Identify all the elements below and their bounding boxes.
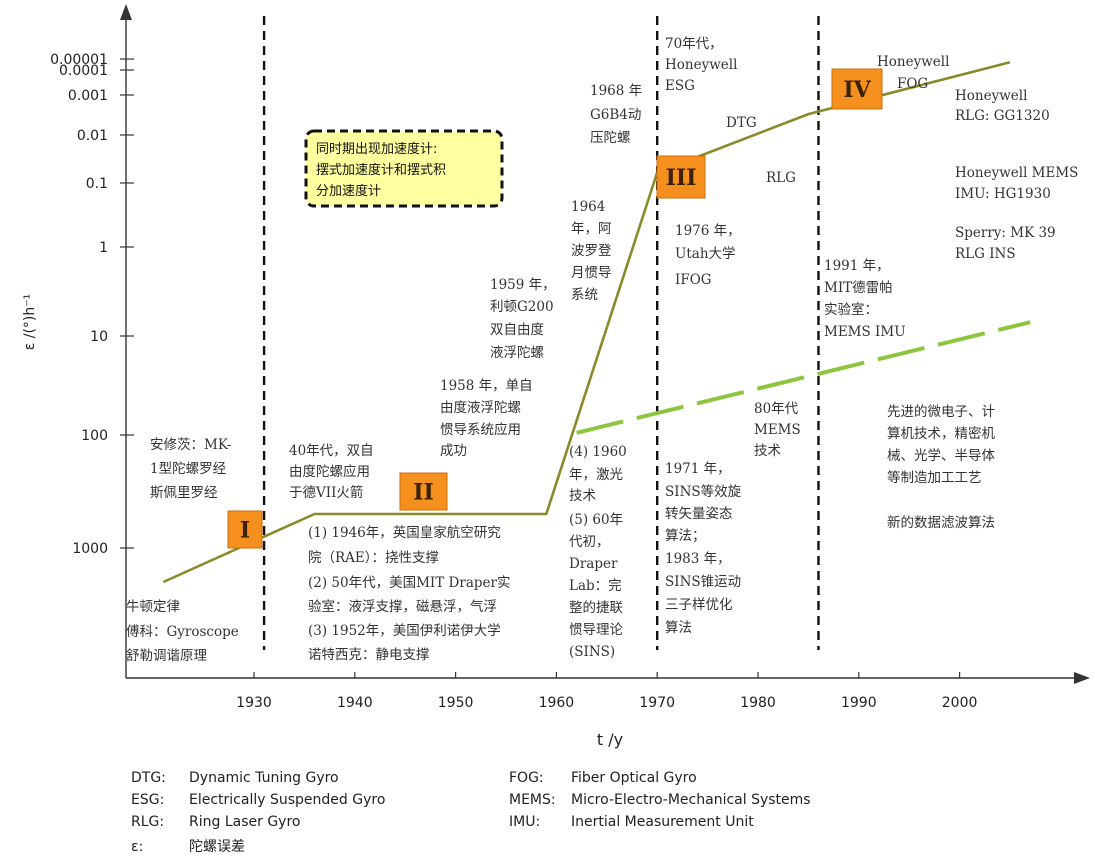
annotation-laser-sins: (4) 1960 年，激光 技术 (5) 60年 代初， Draper Lab：… xyxy=(569,444,631,660)
y-tick-label: 10 xyxy=(90,329,108,345)
annotation-rlg: RLG xyxy=(766,170,796,186)
legend-item: IMU: Inertial Measurement Unit xyxy=(509,814,754,830)
annotation-1959: 1959 年， 利顿G200 双自由度 液浮陀螺 xyxy=(490,277,560,361)
axes xyxy=(125,14,1076,679)
legend-item: DTG: Dynamic Tuning Gyro xyxy=(131,770,339,786)
annotation-sperry: Sperry: MK 39 RLG INS xyxy=(955,225,1060,262)
gyro-accuracy-line xyxy=(162,61,1011,584)
era-marker-label: IV xyxy=(843,77,871,103)
era-marker-label: II xyxy=(413,480,434,506)
callout-line: 摆式加速度计和摆式积 xyxy=(316,162,446,178)
era-marker-box xyxy=(656,155,706,199)
era-marker-label: III xyxy=(666,165,697,191)
era-marker-label: I xyxy=(240,518,250,544)
annotation-filter: 新的数据滤波算法 xyxy=(887,515,995,531)
mems-trend-line xyxy=(576,320,1031,435)
annotation-era2-list: (1) 1946年，英国皇家航空研究 院（RAE）：挠性支撑 (2) 50年代，… xyxy=(308,524,515,663)
x-tick-label: 1950 xyxy=(438,695,474,711)
annotation-1940s: 40年代，双自 由度陀螺应用 于德VII火箭 xyxy=(289,443,378,501)
y-tick-label: 0.01 xyxy=(77,128,108,144)
y-tick-label: 100 xyxy=(81,428,108,444)
annotation-1971: 1971 年， SINS等效旋 转矢量姿态 算法； 1983 年， SINS锥运… xyxy=(665,461,745,636)
x-ticks: 1930 1940 1950 1960 1970 1980 1990 2000 xyxy=(236,672,977,711)
y-tick-label: 1 xyxy=(99,240,108,256)
callout-box xyxy=(304,129,504,208)
era-marker-box xyxy=(399,472,448,511)
legend-item: ε: 陀螺误差 xyxy=(131,839,245,855)
legend-item: MEMS: Micro-Electro-Mechanical Systems xyxy=(509,792,811,808)
annotation-honeywell-fog: Honeywell FOG xyxy=(877,54,954,92)
y-tick-label: 0.00001 xyxy=(50,52,108,68)
annotation-1980s-mems: 80年代 MEMS 技术 xyxy=(754,401,805,459)
annotation-advanced-tech: 先进的微电子、计 算机技术，精密机 械、光学、半导体 等制造加工工艺 xyxy=(887,404,999,486)
legend-item: FOG: Fiber Optical Gyro xyxy=(509,770,697,786)
callout-line: 同时期出现加速度计: xyxy=(316,141,437,157)
y-tick-label: 0.001 xyxy=(68,88,108,104)
x-tick-label: 1980 xyxy=(740,695,776,711)
annotation-1970s-esg: 70年代， Honeywell ESG xyxy=(665,36,742,94)
x-tick-label: 1970 xyxy=(639,695,675,711)
x-axis-label: t /y xyxy=(597,730,623,749)
annotation-1991: 1991 年， MIT德雷帕 实验室： MEMS IMU xyxy=(824,258,906,340)
annotation-dtg: DTG xyxy=(726,115,757,131)
era-marker-box xyxy=(831,68,883,110)
y-tick-label: 0.1 xyxy=(86,176,108,192)
annotation-honeywell-rlg: Honeywell RLG: GG1320 xyxy=(955,88,1050,124)
accelerometer-callout: 同时期出现加速度计: 摆式加速度计和摆式积 分加速度计 xyxy=(304,129,504,208)
x-tick-label: 2000 xyxy=(942,695,978,711)
x-tick-label: 1940 xyxy=(337,695,373,711)
y-tick-label: 1000 xyxy=(72,541,108,557)
era-marker-box xyxy=(227,510,263,549)
annotation-1976: 1976 年， Utah大学 IFOG xyxy=(675,223,745,288)
era-dividers xyxy=(262,16,820,650)
y-axis-arrow xyxy=(120,4,132,20)
annotation-1964: 1964 年，阿 波罗登 月惯导 系统 xyxy=(571,199,616,303)
annotation-1958: 1958 年，单自 由度液浮陀螺 惯导系统应用 成功 xyxy=(440,378,537,459)
annotation-anschutz: 安修茨：MK- 1型陀螺罗经 斯佩里罗经 xyxy=(150,437,236,501)
annotation-1968: 1968 年 G6B4动 压陀螺 xyxy=(590,83,646,146)
legend-item: RLG: Ring Laser Gyro xyxy=(131,814,301,830)
callout-line: 分加速度计 xyxy=(316,183,381,199)
x-tick-label: 1990 xyxy=(841,695,877,711)
x-tick-label: 1930 xyxy=(236,695,272,711)
svg-text:同时期出现加速度计: 摆式加速度计和摆式积: 同时期出现加速度计: 摆式加速度计和摆式积 分加速度计 xyxy=(316,141,450,199)
y-tick-label: 0.0001 xyxy=(59,63,108,79)
annotation-honeywell-mems: Honeywell MEMS IMU: HG1930 xyxy=(955,165,1083,202)
y-axis-label: ε /(°)h⁻¹ xyxy=(22,294,38,351)
annotation-newton: 牛顿定律 傅科：Gyroscope 舒勒调谐原理 xyxy=(126,599,243,664)
legend-item: ESG: Electrically Suspended Gyro xyxy=(131,792,386,808)
x-axis-arrow xyxy=(1074,672,1090,684)
x-tick-label: 1960 xyxy=(539,695,575,711)
